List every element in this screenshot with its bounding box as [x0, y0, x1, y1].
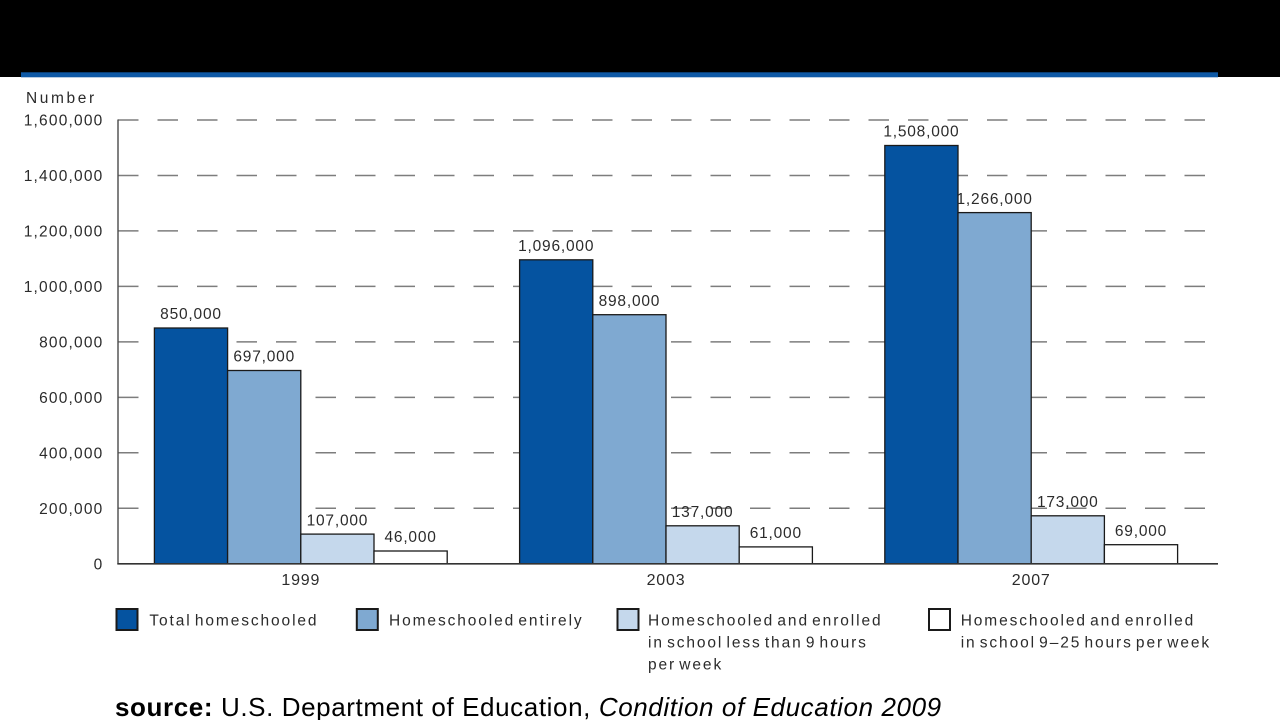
svg-text:173,000: 173,000 — [1037, 494, 1099, 511]
svg-text:200,000: 200,000 — [39, 501, 103, 518]
svg-text:600,000: 600,000 — [39, 390, 103, 407]
svg-text:per week: per week — [648, 657, 723, 674]
svg-text:source: U.S. Department of Edu: source: U.S. Department of Education, Co… — [115, 692, 942, 720]
svg-text:1999: 1999 — [281, 572, 320, 589]
svg-text:Homeschooled entirely: Homeschooled entirely — [389, 613, 584, 630]
svg-text:850,000: 850,000 — [160, 306, 222, 323]
svg-text:Homeschooled and enrolled: Homeschooled and enrolled — [961, 613, 1196, 630]
svg-text:Number: Number — [26, 90, 97, 107]
svg-text:1,508,000: 1,508,000 — [883, 124, 959, 141]
svg-text:46,000: 46,000 — [384, 529, 436, 546]
svg-text:898,000: 898,000 — [599, 293, 661, 310]
svg-text:1,400,000: 1,400,000 — [24, 168, 104, 185]
svg-text:in school less than 9 hours: in school less than 9 hours — [648, 635, 868, 652]
svg-text:137,000: 137,000 — [672, 504, 734, 521]
svg-text:61,000: 61,000 — [750, 525, 802, 542]
svg-text:2007: 2007 — [1012, 572, 1051, 589]
svg-text:Homeschooled and enrolled: Homeschooled and enrolled — [648, 613, 883, 630]
svg-text:1,200,000: 1,200,000 — [24, 223, 104, 240]
svg-text:0: 0 — [94, 556, 104, 573]
svg-text:1,266,000: 1,266,000 — [957, 191, 1033, 208]
svg-text:Total homeschooled: Total homeschooled — [149, 613, 318, 630]
svg-text:1,600,000: 1,600,000 — [24, 113, 104, 130]
svg-text:2003: 2003 — [647, 572, 686, 589]
svg-text:69,000: 69,000 — [1115, 523, 1167, 540]
svg-text:400,000: 400,000 — [39, 445, 103, 462]
svg-text:697,000: 697,000 — [233, 349, 295, 366]
svg-text:1,096,000: 1,096,000 — [518, 238, 594, 255]
svg-text:107,000: 107,000 — [307, 512, 369, 529]
svg-text:800,000: 800,000 — [39, 334, 103, 351]
svg-text:1,000,000: 1,000,000 — [24, 279, 104, 296]
svg-text:in school 9–25 hours per week: in school 9–25 hours per week — [961, 635, 1211, 652]
